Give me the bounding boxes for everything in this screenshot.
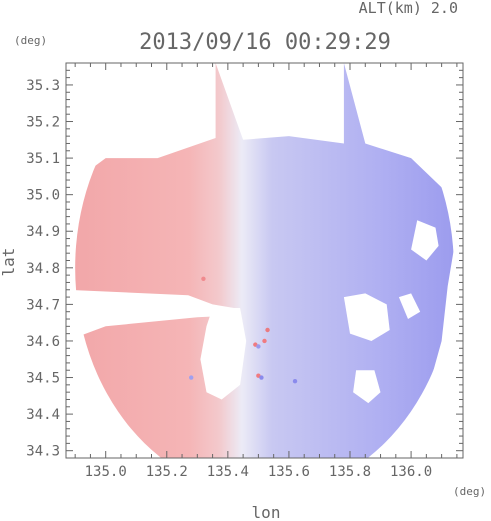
- y-tick-label: 34.9: [26, 224, 60, 240]
- no-echo-region: [66, 63, 216, 188]
- y-tick-label: 34.5: [26, 371, 60, 387]
- y-tick-label: 34.8: [26, 261, 60, 277]
- no-echo-region: [353, 370, 381, 404]
- x-axis: 135.0 135.2 135.4 135.6 135.8 136.0: [74, 63, 458, 480]
- echo-speckle: [265, 327, 270, 333]
- y-tick-label: 35.0: [26, 188, 60, 204]
- no-echo-region: [215, 63, 344, 144]
- no-echo-region: [66, 289, 237, 341]
- y-tick-label: 34.4: [26, 407, 60, 423]
- y-tick-label: 35.1: [26, 151, 60, 167]
- echo-speckle: [256, 344, 261, 349]
- echo-speckle: [259, 375, 264, 380]
- x-tick-label: 135.4: [207, 464, 249, 480]
- x-unit-label: (deg): [453, 485, 486, 498]
- no-echo-region: [395, 194, 463, 458]
- y-axis-label: lat: [0, 248, 18, 277]
- no-echo-region: [411, 220, 439, 261]
- echo-coverage: [75, 63, 454, 458]
- y-tick-label: 34.3: [26, 444, 60, 460]
- echo-speckle: [201, 276, 206, 281]
- x-tick-label: 135.6: [268, 464, 310, 480]
- no-echo-region: [398, 293, 421, 319]
- no-echo-region: [200, 308, 247, 400]
- timestamp-title: 2013/09/16 00:29:29: [139, 30, 391, 55]
- y-axis: 34.3 34.4 34.5 34.6 34.7 34.8 34.9 35.0 35.1 35.2…: [26, 62, 463, 460]
- x-tick-label: 135.2: [146, 464, 188, 480]
- y-unit-label: (deg): [14, 34, 47, 47]
- no-echo-region: [343, 293, 390, 341]
- velocity-field: [66, 63, 463, 458]
- y-tick-label: 34.6: [26, 334, 60, 350]
- x-axis-label: lon: [252, 503, 281, 521]
- y-tick-label: 35.3: [26, 78, 60, 94]
- altitude-label: ALT(km) 2.0: [359, 0, 458, 17]
- x-tick-label: 135.0: [85, 464, 127, 480]
- echo-speckle: [262, 338, 267, 344]
- x-tick-label: 136.0: [390, 464, 432, 480]
- no-echo-region: [343, 63, 463, 195]
- x-tick-label: 135.8: [329, 464, 371, 480]
- y-tick-label: 34.7: [26, 297, 60, 313]
- echo-speckle: [292, 378, 298, 384]
- y-tick-label: 35.2: [26, 115, 60, 131]
- echo-speckle: [189, 375, 194, 380]
